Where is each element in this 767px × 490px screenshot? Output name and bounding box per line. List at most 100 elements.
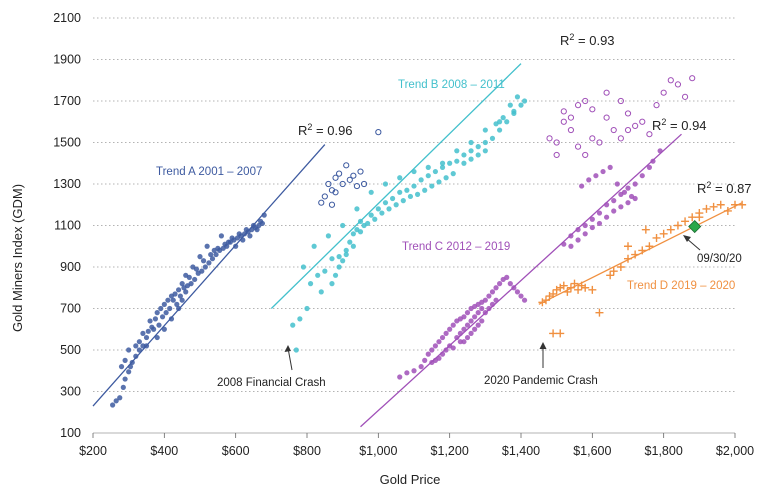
data-point	[122, 357, 128, 363]
data-point	[518, 293, 524, 299]
data-point	[163, 310, 169, 316]
data-point	[192, 276, 198, 283]
data-point-open	[332, 189, 339, 196]
data-point	[176, 305, 182, 312]
data-point	[489, 301, 496, 307]
data-point	[233, 243, 239, 249]
data-point-open	[567, 114, 575, 121]
data-point	[514, 289, 521, 295]
data-point	[450, 345, 456, 351]
data-point-plus	[552, 285, 561, 294]
data-point	[650, 158, 656, 164]
r2-label-c: R2 = 0.94	[652, 117, 707, 133]
data-point	[468, 330, 474, 336]
data-point	[329, 256, 335, 262]
data-point	[329, 281, 335, 287]
data-point	[436, 179, 442, 185]
data-point	[475, 152, 481, 158]
data-point-plus	[631, 250, 640, 259]
data-point	[439, 351, 446, 357]
data-point-plus	[673, 221, 682, 230]
data-point	[418, 364, 424, 370]
data-point	[461, 326, 467, 332]
x-tick-label: $200	[79, 444, 107, 458]
data-point	[343, 251, 349, 258]
data-point	[211, 247, 217, 253]
data-point	[240, 237, 246, 243]
data-point	[475, 310, 481, 316]
data-point	[204, 243, 210, 249]
data-point	[332, 272, 339, 278]
data-point	[575, 227, 581, 233]
data-point	[375, 206, 381, 212]
data-point	[657, 148, 663, 154]
data-point	[464, 334, 471, 341]
data-point	[479, 318, 485, 324]
data-point	[507, 281, 513, 287]
x-axis-ticks: $200 $400 $600 $800 $1,000 $1,200 $1,400 $1,600…	[79, 433, 754, 458]
data-point	[404, 370, 410, 376]
data-point	[639, 173, 645, 179]
data-point	[167, 305, 173, 312]
data-point	[386, 206, 392, 212]
data-point	[497, 281, 503, 287]
data-point	[161, 326, 167, 332]
data-point-open	[560, 108, 567, 115]
data-point	[151, 326, 157, 332]
data-point-open	[553, 151, 560, 159]
data-point	[297, 316, 303, 322]
data-point	[586, 177, 592, 183]
data-point-plus	[624, 254, 632, 263]
data-point	[183, 289, 189, 295]
data-point	[443, 175, 449, 181]
data-point	[365, 220, 371, 227]
r2-value-c: 0.94	[681, 118, 706, 133]
y-tick-label: 1700	[53, 94, 81, 108]
data-point-open	[574, 102, 582, 109]
data-point	[122, 376, 128, 382]
data-point	[568, 233, 574, 239]
data-point	[589, 216, 595, 222]
data-point	[464, 310, 471, 316]
data-point-plus	[645, 242, 654, 251]
y-tick-label: 700	[60, 302, 81, 316]
y-axis-title: Gold Miners Index (GDM)	[10, 184, 25, 332]
data-point	[425, 351, 431, 357]
x-tick-label: $1,400	[502, 444, 540, 458]
data-point	[311, 243, 317, 249]
data-point-open	[596, 139, 603, 146]
data-point	[514, 94, 521, 100]
data-point	[489, 289, 496, 295]
data-point	[411, 183, 417, 189]
data-point	[429, 183, 435, 189]
data-point	[497, 127, 503, 133]
data-point	[582, 231, 588, 237]
r2-label-d: R2 = 0.87	[697, 180, 752, 196]
data-point	[450, 171, 456, 177]
data-point	[179, 297, 185, 303]
data-point-plus	[556, 329, 565, 338]
data-point-plus	[709, 202, 718, 211]
data-point-plus	[570, 279, 579, 288]
data-point	[158, 305, 164, 312]
data-point	[315, 272, 321, 278]
financial-crash-arrow	[287, 347, 293, 371]
data-point-open	[560, 118, 567, 125]
data-point	[450, 322, 456, 328]
data-point-plus	[541, 296, 550, 305]
data-point-open	[603, 89, 610, 96]
data-point-open	[582, 151, 589, 159]
data-point	[397, 175, 403, 181]
data-point-plus	[538, 298, 547, 307]
x-tick-label: $1,000	[359, 444, 397, 458]
data-point-open	[632, 122, 639, 130]
data-point	[468, 148, 474, 154]
data-point	[614, 181, 620, 187]
y-tick-label: 2100	[53, 11, 81, 25]
data-point	[575, 237, 581, 243]
data-point	[454, 158, 460, 164]
data-point	[464, 322, 471, 328]
data-point	[447, 160, 453, 166]
trend-line	[360, 133, 682, 428]
